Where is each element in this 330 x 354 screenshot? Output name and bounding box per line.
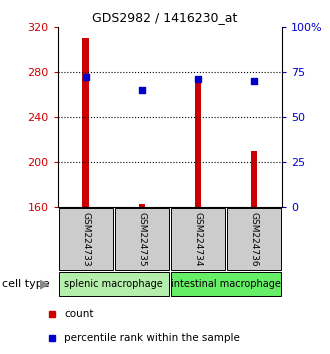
Bar (227, 209, 281, 269)
Bar (139, 204, 145, 207)
Bar (171, 272, 281, 296)
Point (195, 76, 201, 82)
Text: ▶: ▶ (40, 278, 50, 291)
Text: GSM224736: GSM224736 (249, 212, 259, 266)
Bar (171, 209, 225, 269)
Text: GSM224734: GSM224734 (193, 212, 203, 266)
Point (251, 78, 257, 84)
Text: intestinal macrophage: intestinal macrophage (171, 279, 281, 289)
Bar (115, 209, 169, 269)
Text: GSM224735: GSM224735 (137, 212, 147, 266)
Bar (195, 77, 201, 207)
Bar (59, 272, 169, 296)
Text: splenic macrophage: splenic macrophage (64, 279, 163, 289)
Bar (251, 151, 257, 207)
Bar (82, 38, 89, 207)
Text: GSM224733: GSM224733 (81, 212, 90, 266)
Point (83, 74, 88, 80)
Text: count: count (64, 308, 94, 319)
Text: cell type: cell type (2, 279, 49, 289)
Point (139, 87, 145, 93)
Text: GDS2982 / 1416230_at: GDS2982 / 1416230_at (92, 11, 238, 24)
Bar (59, 209, 113, 269)
Text: percentile rank within the sample: percentile rank within the sample (64, 333, 240, 343)
